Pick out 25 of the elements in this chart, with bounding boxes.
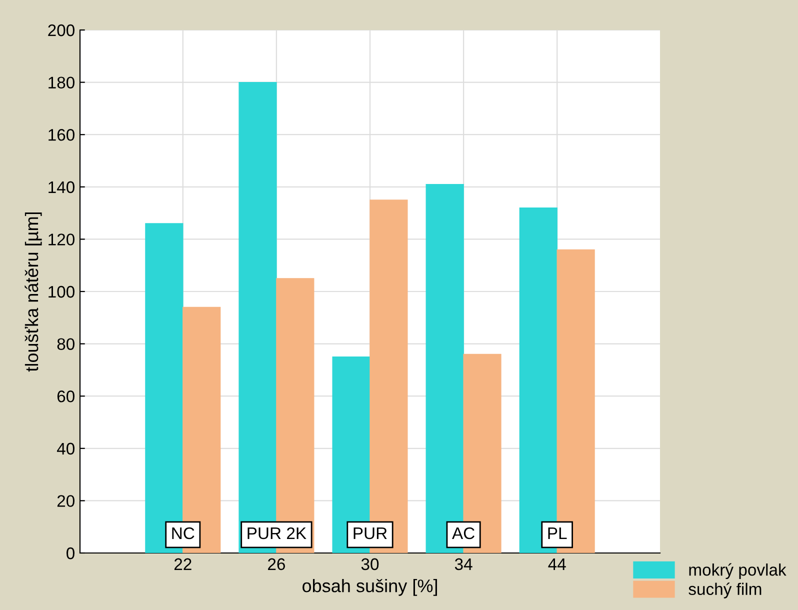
annotation: AC bbox=[452, 527, 474, 540]
y-tick-label: 200 bbox=[48, 24, 74, 36]
x-tick-label: 22 bbox=[174, 558, 192, 570]
y-tick-label: 0 bbox=[66, 547, 74, 560]
x-tick-label: 44 bbox=[548, 558, 566, 570]
annotation: NC bbox=[172, 527, 194, 540]
x-axis-title: obsah sušiny [%] bbox=[302, 578, 437, 596]
y-tick-label: 60 bbox=[57, 390, 74, 402]
y-tick-label: 20 bbox=[57, 495, 74, 507]
annotation: PL bbox=[548, 528, 567, 540]
y-tick-label: 140 bbox=[48, 181, 74, 194]
annotation: PUR 2K bbox=[248, 527, 306, 540]
x-tick-label: 26 bbox=[268, 558, 285, 570]
x-tick-label: 34 bbox=[454, 558, 472, 570]
y-tick-label: 100 bbox=[48, 286, 74, 298]
y-tick-label: 180 bbox=[48, 76, 74, 89]
y-tick-label: 80 bbox=[57, 338, 74, 350]
y-tick-label: 160 bbox=[48, 129, 74, 141]
annotation: PUR bbox=[354, 528, 387, 540]
y-axis-title: tloušťka nátěru [µm] bbox=[24, 212, 42, 372]
legend-label: suchý film bbox=[688, 582, 762, 598]
y-tick-label: 40 bbox=[56, 442, 74, 455]
x-tick-label: 30 bbox=[361, 558, 379, 570]
legend-label: mokrý povlak bbox=[689, 563, 786, 580]
y-tick-label: 120 bbox=[48, 234, 74, 246]
